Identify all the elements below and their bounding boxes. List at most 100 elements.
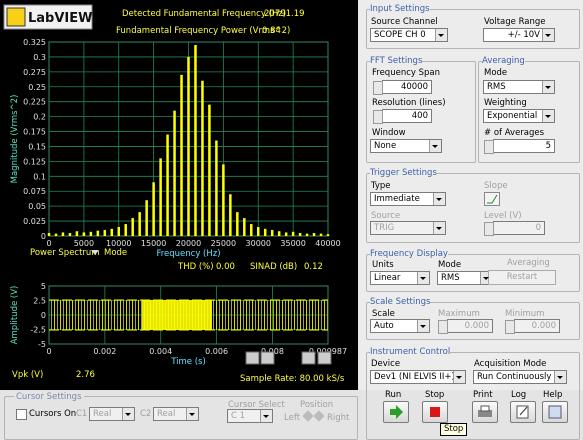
dropdown[interactable]: RMS (437, 271, 493, 285)
y-axis-label: Magnitude (Vrms^2) (10, 95, 20, 184)
slope-button[interactable] (484, 192, 500, 206)
numeric[interactable]: 0.000 (438, 319, 493, 334)
y-tick-label: 0.3 (33, 53, 46, 62)
y-tick-label: 0 (41, 311, 46, 320)
label: Minimum (505, 309, 545, 319)
numeric[interactable]: 5 (484, 139, 555, 154)
dropdown[interactable]: TRIG (370, 221, 446, 235)
y-tick-label: 0.175 (23, 128, 46, 137)
dropdown[interactable]: Dev1 (NI ELVIS II+) (370, 370, 466, 384)
numeric[interactable]: 400 (373, 109, 432, 124)
sample-rate: Sample Rate: 80.00 kS/s (240, 374, 345, 384)
numeric[interactable]: 0.000 (505, 319, 560, 334)
y-tick-label: -2.5 (30, 326, 46, 335)
dropdown[interactable]: None (370, 139, 442, 153)
label: Cursor Select (228, 400, 285, 410)
dropdown[interactable]: Exponential (483, 109, 555, 123)
run-button[interactable] (383, 401, 409, 423)
numeric[interactable]: 0 (484, 221, 545, 236)
dropdown[interactable]: SCOPE CH 0 (370, 28, 448, 42)
y-tick-label: 0 (41, 232, 46, 241)
group-title: Instrument Control (370, 347, 451, 357)
label: Averaging (507, 258, 550, 268)
label: Voltage Range (484, 17, 546, 27)
x-tick-label: 30000 (246, 239, 271, 248)
dropdown[interactable]: C 1 (227, 409, 273, 423)
y-tick-label: 0.25 (28, 83, 46, 92)
thd-value: 0.00 (216, 262, 235, 272)
group-box (366, 173, 580, 243)
label: Type (371, 181, 391, 191)
checkbox[interactable] (16, 409, 27, 420)
numeric[interactable]: 40000 (373, 80, 432, 95)
label: Run (385, 390, 402, 400)
group-title: Trigger Settings (370, 168, 437, 178)
label: C2 (140, 409, 152, 419)
spectrum-mode-value[interactable]: Power Spectrum (30, 248, 100, 258)
restart-button[interactable]: Restart (488, 270, 556, 285)
dropdown[interactable]: Run Continuously (473, 370, 567, 384)
dropdown[interactable]: Linear (370, 271, 430, 285)
dropdown[interactable]: Real (89, 407, 135, 421)
label: Left (284, 413, 300, 423)
x-scale-tool[interactable] (301, 351, 316, 365)
fundamental-power: 0.84 (262, 26, 281, 36)
x-axis-label: Frequency (Hz) (156, 249, 220, 259)
y-tick-label: 0.2 (33, 113, 46, 122)
dropdown[interactable]: RMS (483, 80, 555, 94)
fundamental-frequency: 20791.19 (264, 9, 305, 19)
stop-button[interactable] (422, 401, 448, 423)
fundamental-frequency-label: Detected Fundamental Frequency (Hz) (122, 9, 286, 19)
dropdown[interactable]: Immediate (370, 192, 446, 206)
label: Help (543, 390, 563, 400)
tooltip: Stop (440, 423, 468, 436)
zoom-tool[interactable] (245, 351, 260, 365)
label: Position (300, 400, 334, 410)
label: Units (372, 260, 394, 270)
y-scale-tool[interactable] (317, 351, 332, 365)
y-tick-label: -5 (38, 340, 46, 349)
x-tick-label: 0.002 (93, 347, 116, 356)
log-button[interactable] (510, 401, 536, 423)
y-tick-label: 0.325 (23, 38, 46, 47)
sinad-value: 0.12 (304, 262, 323, 272)
label: C1 (76, 409, 88, 419)
label: Print (473, 390, 493, 400)
label: Source Channel (371, 17, 438, 27)
y-tick-label: 0.225 (23, 98, 46, 107)
signal-dense (142, 300, 212, 330)
x-tick-label: 15000 (141, 239, 166, 248)
label: Acquisition Mode (474, 359, 547, 369)
label: Log (511, 390, 527, 400)
group-title: Input Settings (370, 4, 430, 14)
help-button[interactable] (542, 401, 568, 423)
label: Resolution (lines) (372, 98, 446, 108)
mode-arrow[interactable] (91, 250, 99, 255)
x-tick-label: 0.004 (149, 347, 172, 356)
y-tick-label: 0.15 (28, 142, 46, 151)
group-title: FFT Settings (370, 56, 423, 66)
print-button[interactable] (472, 401, 498, 423)
y-tick-label: 0.275 (23, 68, 46, 77)
vpk-label: Vpk (V) (12, 370, 43, 380)
thd-label: THD (%) (177, 262, 214, 272)
pan-tool[interactable] (260, 351, 275, 365)
dropdown[interactable]: Real (153, 407, 199, 421)
group-box (366, 302, 580, 340)
y-tick-label: 0.025 (23, 217, 46, 226)
dropdown[interactable]: +/- 10V (483, 28, 555, 42)
sinad-label: SINAD (dB) (250, 262, 297, 272)
label: Mode (484, 68, 508, 78)
vpk-value: 2.76 (76, 370, 95, 380)
x-tick-label: 20000 (176, 239, 201, 248)
label: # of Averages (484, 128, 545, 138)
label: Weighting (484, 98, 527, 108)
x-tick-label: 5000 (74, 239, 94, 248)
group-box (366, 9, 580, 49)
x-axis-label: Time (s) (170, 357, 206, 367)
dropdown[interactable]: Auto (370, 319, 430, 333)
x-tick-label: 10000 (106, 239, 131, 248)
fundamental-power-label: Fundamental Frequency Power (Vrms^2) (116, 26, 290, 36)
label: Level (V) (484, 211, 522, 221)
